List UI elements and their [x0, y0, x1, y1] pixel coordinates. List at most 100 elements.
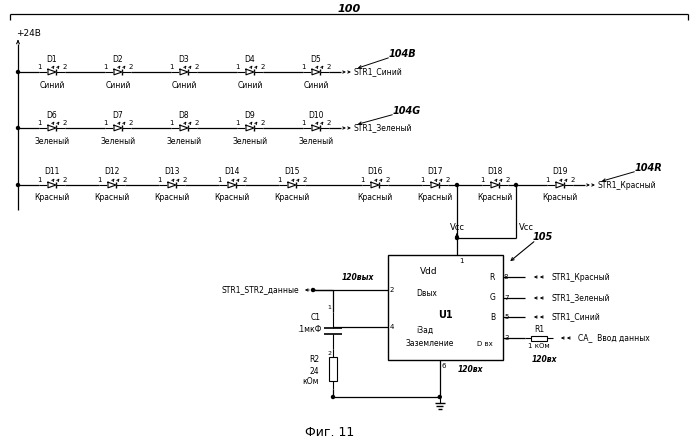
Text: 105: 105	[533, 232, 553, 242]
Text: D16: D16	[367, 168, 383, 177]
Text: 2: 2	[63, 64, 67, 70]
Circle shape	[17, 127, 20, 129]
Text: R: R	[489, 273, 495, 281]
Text: 1: 1	[420, 177, 424, 183]
Polygon shape	[48, 69, 56, 75]
Text: 3: 3	[504, 335, 508, 341]
Text: 1: 1	[217, 177, 222, 183]
Text: 1: 1	[459, 258, 463, 264]
Text: 2: 2	[195, 120, 199, 126]
Text: D13: D13	[164, 168, 180, 177]
Text: D17: D17	[427, 168, 442, 177]
Polygon shape	[246, 69, 254, 75]
Text: Красный: Красный	[477, 194, 512, 202]
Polygon shape	[180, 125, 188, 131]
Text: 2: 2	[327, 351, 331, 356]
Text: 120вых: 120вых	[342, 273, 374, 282]
Text: 104B: 104B	[389, 49, 417, 59]
Polygon shape	[288, 182, 296, 188]
Text: .1мкФ: .1мкФ	[296, 326, 321, 334]
Text: 120вх: 120вх	[458, 366, 483, 375]
Text: 8: 8	[504, 274, 508, 280]
Text: 2: 2	[327, 120, 331, 126]
Text: Красный: Красный	[154, 194, 189, 202]
Text: 4: 4	[390, 324, 394, 330]
Text: 104G: 104G	[393, 106, 421, 116]
Text: 1: 1	[480, 177, 484, 183]
Text: Красный: Красный	[357, 194, 393, 202]
Text: R1: R1	[534, 326, 544, 334]
Text: 1: 1	[235, 120, 239, 126]
Text: Синий: Синий	[106, 80, 131, 90]
Text: Vdd: Vdd	[419, 267, 437, 276]
Polygon shape	[431, 182, 439, 188]
Circle shape	[514, 183, 517, 186]
Text: Красный: Красный	[94, 194, 129, 202]
Text: Зеленый: Зеленый	[101, 136, 136, 145]
Text: STR1_Зеленый: STR1_Зеленый	[551, 293, 610, 302]
Text: 100: 100	[338, 4, 361, 14]
Text: D12: D12	[104, 168, 120, 177]
Text: STR1_Синий: STR1_Синий	[353, 67, 402, 77]
Text: 1: 1	[301, 120, 305, 126]
Text: 1: 1	[37, 177, 41, 183]
Text: кОм: кОм	[303, 376, 319, 385]
Text: 1: 1	[277, 177, 281, 183]
Text: 1: 1	[103, 64, 107, 70]
Text: Зеленый: Зеленый	[34, 136, 70, 145]
Text: Dвых: Dвых	[416, 289, 437, 297]
Text: D вх: D вх	[477, 341, 493, 347]
Text: 2: 2	[63, 177, 67, 183]
Polygon shape	[491, 182, 499, 188]
Polygon shape	[114, 69, 122, 75]
Text: Vcc: Vcc	[519, 223, 534, 231]
Text: 1: 1	[301, 64, 305, 70]
Text: D8: D8	[179, 111, 189, 120]
Text: 104R: 104R	[635, 163, 663, 173]
Text: D15: D15	[284, 168, 300, 177]
Text: Красный: Красный	[34, 194, 70, 202]
Text: D10: D10	[308, 111, 324, 120]
Text: 1: 1	[360, 177, 364, 183]
Text: 2: 2	[243, 177, 247, 183]
Text: 1: 1	[96, 177, 101, 183]
Text: 2: 2	[63, 120, 67, 126]
Text: STR1_Зеленый: STR1_Зеленый	[353, 124, 412, 132]
Text: R2: R2	[309, 355, 319, 363]
Text: D1: D1	[47, 54, 57, 63]
Text: Синий: Синий	[238, 80, 263, 90]
Text: Красный: Красный	[542, 194, 577, 202]
Text: 2: 2	[183, 177, 187, 183]
Text: 1: 1	[545, 177, 549, 183]
Text: Синий: Синий	[171, 80, 196, 90]
Circle shape	[312, 289, 315, 292]
Text: iЗад: iЗад	[416, 326, 433, 334]
Text: 1: 1	[168, 120, 173, 126]
Text: C1: C1	[311, 314, 321, 322]
Bar	[388, 255, 503, 360]
Text: D6: D6	[47, 111, 57, 120]
Text: 1: 1	[103, 120, 107, 126]
Bar	[531, 335, 547, 340]
Text: Красный: Красный	[417, 194, 453, 202]
Polygon shape	[180, 69, 188, 75]
Bar	[329, 357, 337, 381]
Text: STR1_Красный: STR1_Красный	[551, 273, 610, 281]
Text: D3: D3	[179, 54, 189, 63]
Text: D14: D14	[224, 168, 240, 177]
Polygon shape	[168, 182, 176, 188]
Circle shape	[438, 396, 441, 398]
Text: Зеленый: Зеленый	[233, 136, 268, 145]
Polygon shape	[114, 125, 122, 131]
Text: Фиг. 11: Фиг. 11	[305, 425, 354, 438]
Text: D7: D7	[113, 111, 124, 120]
Text: 2: 2	[195, 64, 199, 70]
Text: 120вх: 120вх	[531, 355, 556, 364]
Text: STR1_Красный: STR1_Красный	[597, 181, 656, 190]
Text: U1: U1	[438, 310, 453, 320]
Text: 2: 2	[303, 177, 307, 183]
Text: Зеленый: Зеленый	[166, 136, 201, 145]
Text: Синий: Синий	[303, 80, 329, 90]
Text: 2: 2	[261, 64, 265, 70]
Text: 24: 24	[310, 367, 319, 376]
